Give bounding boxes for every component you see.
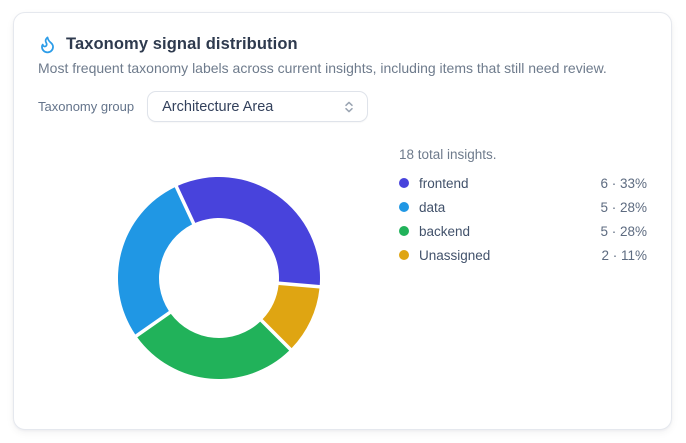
taxonomy-distribution-card: Taxonomy signal distribution Most freque… bbox=[13, 12, 672, 430]
donut-segment-frontend[interactable] bbox=[177, 177, 320, 286]
legend-value: 5 · 28% bbox=[600, 223, 647, 239]
donut-chart bbox=[117, 177, 320, 380]
legend-value: 6 · 33% bbox=[600, 175, 647, 191]
legend-color-dot bbox=[399, 202, 409, 212]
chart-row: 18 total insights. frontend 6 · 33% data 5 … bbox=[38, 147, 647, 383]
filter-row: Taxonomy group Architecture Area bbox=[38, 91, 647, 122]
legend-item-frontend[interactable]: frontend 6 · 33% bbox=[399, 171, 647, 195]
legend-item-backend[interactable]: backend 5 · 28% bbox=[399, 219, 647, 243]
legend-label: frontend bbox=[419, 175, 469, 191]
legend-label: backend bbox=[419, 223, 471, 239]
legend-value: 5 · 28% bbox=[600, 199, 647, 215]
total-insights-text: 18 total insights. bbox=[399, 147, 497, 162]
legend-label: Unassigned bbox=[419, 247, 491, 263]
donut-segment-unassigned[interactable] bbox=[262, 284, 320, 349]
legend-item-unassigned[interactable]: Unassigned 2 · 11% bbox=[399, 243, 647, 267]
legend-value: 2 · 11% bbox=[601, 247, 647, 263]
legend-item-data[interactable]: data 5 · 28% bbox=[399, 195, 647, 219]
taxonomy-group-label: Taxonomy group bbox=[38, 99, 135, 114]
selected-option-label: Architecture Area bbox=[162, 98, 274, 115]
legend-list: frontend 6 · 33% data 5 · 28% backend 5 · 28%… bbox=[399, 171, 647, 267]
donut-segment-backend[interactable] bbox=[137, 313, 290, 380]
page-title: Taxonomy signal distribution bbox=[66, 35, 298, 53]
chevron-up-down-icon bbox=[345, 101, 353, 112]
legend-color-dot bbox=[399, 178, 409, 188]
flame-icon bbox=[41, 36, 54, 54]
legend-label: data bbox=[419, 199, 446, 215]
chart-legend: 18 total insights. frontend 6 · 33% data 5 … bbox=[399, 147, 647, 383]
taxonomy-group-select[interactable]: Architecture Area bbox=[147, 91, 369, 122]
legend-color-dot bbox=[399, 226, 409, 236]
donut-segment-data[interactable] bbox=[117, 187, 193, 335]
legend-color-dot bbox=[399, 250, 409, 260]
card-header: Taxonomy signal distribution bbox=[38, 35, 647, 54]
card-subtitle: Most frequent taxonomy labels across cur… bbox=[38, 60, 607, 76]
